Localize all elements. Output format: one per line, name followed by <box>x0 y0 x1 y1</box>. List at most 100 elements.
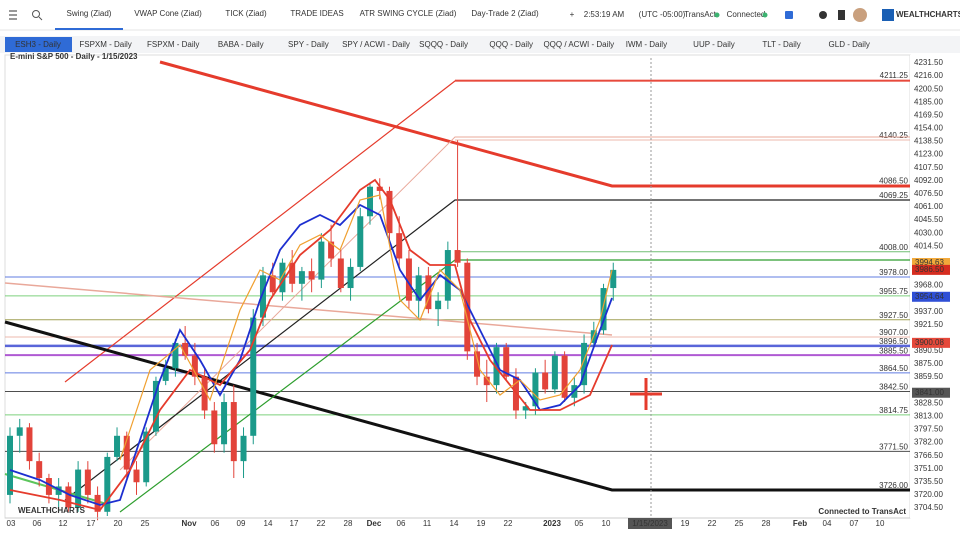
search-icon[interactable] <box>32 10 43 21</box>
settings-icon[interactable] <box>819 11 827 19</box>
candle-body <box>318 241 325 280</box>
time-label: 11 <box>423 519 432 528</box>
candle-body <box>16 427 23 436</box>
candle-body <box>123 435 130 470</box>
candle-body <box>542 372 549 390</box>
timezone: (UTC -05:00) <box>639 10 686 19</box>
candle-body <box>65 486 72 508</box>
price-label: 3859.50 <box>914 372 943 381</box>
watchlist-tab[interactable]: QQQ / ACWI - Daily <box>543 40 614 49</box>
price-label: 3766.50 <box>914 451 943 460</box>
candle-body <box>84 469 91 495</box>
candle-body <box>7 435 13 495</box>
time-label: 22 <box>317 519 326 528</box>
time-label: 17 <box>290 519 299 528</box>
tab[interactable]: VWAP Cone (Ziad) <box>134 9 202 18</box>
watchlist-tab[interactable]: GLD - Daily <box>829 40 870 49</box>
status: Connected <box>727 10 766 19</box>
menu-icon[interactable] <box>9 10 17 20</box>
price-label: 4138.50 <box>914 137 943 146</box>
level-label: 3955.75 <box>879 287 908 296</box>
watchlist-tab[interactable]: UUP - Daily <box>693 40 735 49</box>
watchlist-tab[interactable]: SQQQ - Daily <box>419 40 468 49</box>
candle-body <box>259 275 266 318</box>
level-label: 3842.50 <box>879 383 908 392</box>
candle-body <box>367 186 374 217</box>
candle-body <box>191 355 198 377</box>
candle-body <box>474 351 481 377</box>
watchlist-tab[interactable]: ESH3 - Daily <box>15 40 61 49</box>
time-label: 12 <box>59 519 68 528</box>
avatar[interactable] <box>853 8 867 22</box>
watchlist-tab[interactable]: FSPXM - Daily <box>79 40 131 49</box>
time-label: 06 <box>397 519 406 528</box>
tab[interactable]: TICK (Ziad) <box>225 9 267 18</box>
price-label: 4200.50 <box>914 84 943 93</box>
price-label: 3797.50 <box>914 425 943 434</box>
tab[interactable]: TRADE IDEAS <box>290 9 343 18</box>
candle-body <box>45 478 52 495</box>
price-label: 4092.00 <box>914 176 943 185</box>
time-label: 09 <box>237 519 246 528</box>
price-tag-label: 3841.00 <box>915 388 944 397</box>
candle-body <box>182 342 189 356</box>
watchlist-tab[interactable]: FSPXM - Daily <box>147 40 199 49</box>
price-axis <box>910 55 960 518</box>
watchlist-tab[interactable]: TLT - Daily <box>762 40 800 49</box>
candle-body <box>444 250 451 301</box>
brand-logo <box>882 9 894 21</box>
trend-line <box>4 282 613 336</box>
tab[interactable]: ATR SWING CYCLE (Ziad) <box>360 9 457 18</box>
level-label: 3978.00 <box>879 268 908 277</box>
level-label: 3814.75 <box>879 406 908 415</box>
connection-footer: Connected to TransAct <box>818 507 906 516</box>
watchlist-bar <box>0 36 960 53</box>
candle-body <box>532 372 539 407</box>
camera-icon[interactable] <box>838 10 845 20</box>
price-tag <box>912 264 950 275</box>
top-bar <box>0 0 960 30</box>
candle-body <box>114 435 121 457</box>
time-label: 22 <box>708 519 717 528</box>
watchlist-tab[interactable]: QQQ - Daily <box>489 40 533 49</box>
time-label: 28 <box>762 519 771 528</box>
price-label: 3875.00 <box>914 359 943 368</box>
time-label: 10 <box>602 519 611 528</box>
time-label: Dec <box>367 519 382 528</box>
candle-body <box>415 275 422 301</box>
save-icon[interactable] <box>785 11 793 19</box>
time-label: 14 <box>264 519 273 528</box>
candle-body <box>600 288 607 331</box>
candle-body <box>298 271 305 284</box>
crosshair[interactable] <box>630 378 662 410</box>
price-label: 4061.00 <box>914 202 943 211</box>
candle-body <box>503 347 510 377</box>
time-label: 28 <box>344 519 353 528</box>
watchlist-tab[interactable]: SPY / ACWI - Daily <box>342 40 410 49</box>
price-label: 4014.50 <box>914 241 943 250</box>
watchlist-tab[interactable]: BABA - Daily <box>218 40 264 49</box>
candle-body <box>328 241 335 259</box>
candle-body <box>376 186 383 191</box>
candle-body <box>75 469 82 508</box>
candle-body <box>405 258 412 301</box>
watchlist-tab[interactable]: IWM - Daily <box>626 40 667 49</box>
price-tag <box>912 291 950 302</box>
tab[interactable]: Swing (Ziad) <box>67 9 112 18</box>
ma-red <box>9 178 613 512</box>
price-label: 3704.50 <box>914 503 943 512</box>
price-label: 3720.00 <box>914 490 943 499</box>
add-tab[interactable]: + <box>570 10 575 19</box>
time-label: 19 <box>477 519 486 528</box>
watchlist-tab[interactable]: SPY - Daily <box>288 40 329 49</box>
candle-body <box>55 486 62 495</box>
candle-body <box>483 376 490 386</box>
tab[interactable]: Day-Trade 2 (Ziad) <box>471 9 539 18</box>
price-label: 3937.00 <box>914 307 943 316</box>
candle-body <box>454 250 461 263</box>
price-label: 4123.00 <box>914 150 943 159</box>
candle-body <box>435 300 442 310</box>
candle-body <box>357 216 364 267</box>
price-label: 3751.00 <box>914 464 943 473</box>
moving-averages <box>9 178 613 512</box>
